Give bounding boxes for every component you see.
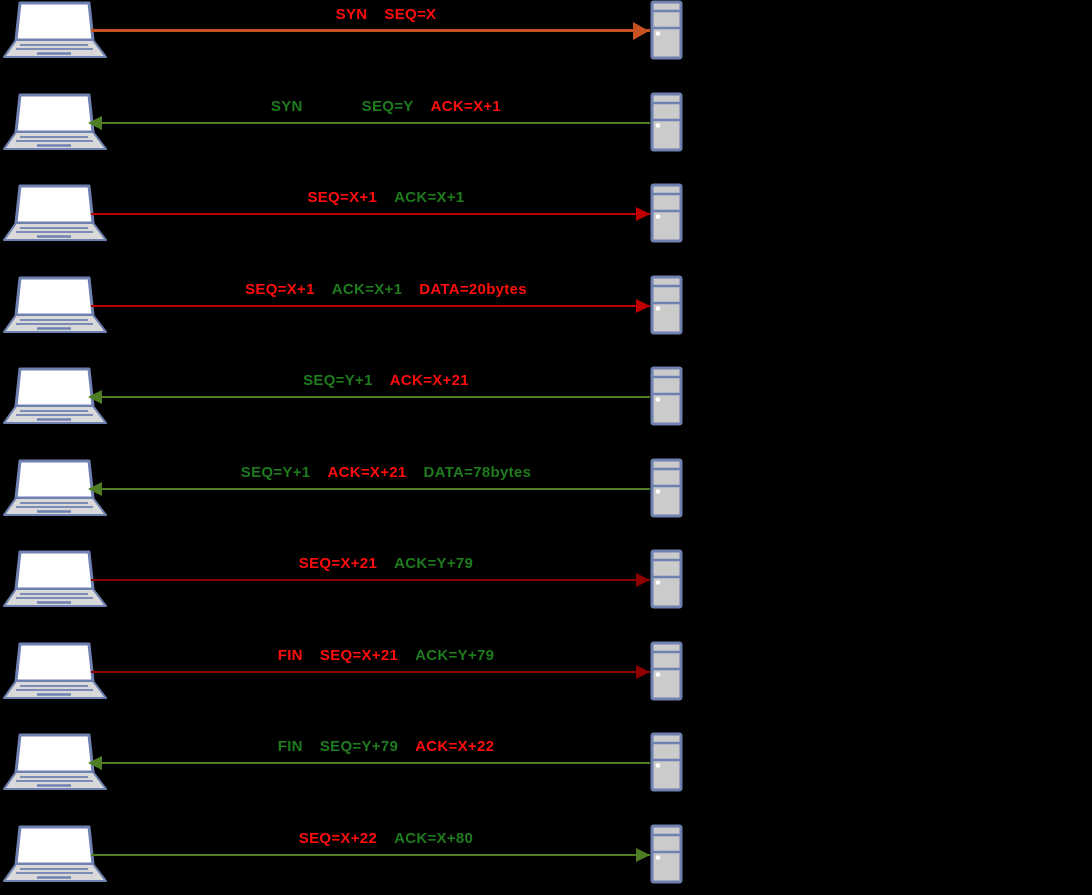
message-token: SEQ=Y+79	[319, 738, 399, 755]
arrowhead-icon	[636, 847, 650, 862]
message-label: SEQ=X+1 ACK=X+1	[116, 189, 656, 206]
tcp-message-row-8: FIN SEQ=X+21 ACK=Y+79	[0, 641, 1092, 703]
server-icon	[650, 732, 683, 792]
server-icon	[650, 549, 683, 609]
message-label: SEQ=X+1 ACK=X+1 DATA=20bytes	[116, 281, 656, 298]
message-token: SEQ=Y	[361, 97, 414, 115]
message-token: SEQ=X+1	[307, 189, 378, 206]
message-token: SEQ=X+21	[298, 555, 378, 572]
message-token: SEQ=Y+1	[240, 463, 311, 481]
arrow-line	[91, 29, 650, 32]
tcp-message-row-7: SEQ=X+21 ACK=Y+79	[0, 549, 1092, 611]
tcp-message-row-2: SYN SEQ=Y ACK=X+1	[0, 92, 1092, 154]
message-label: SYN SEQ=Y ACK=X+1	[116, 98, 656, 115]
arrow-line	[91, 121, 650, 124]
arrow-line	[91, 487, 650, 490]
message-label: SYN SEQ=X	[116, 6, 656, 23]
message-token: DATA=20bytes	[419, 280, 527, 298]
message-token: ACK=X+21	[327, 463, 407, 481]
message-label: SEQ=X+21 ACK=Y+79	[116, 555, 656, 572]
arrowhead-icon	[633, 22, 649, 40]
message-token: ACK=X+1	[394, 189, 465, 206]
arrow-line	[91, 579, 650, 581]
message-token: ACK=X+21	[389, 372, 469, 389]
message-token: FIN	[277, 646, 303, 664]
message-token: SYN	[335, 6, 368, 23]
message-token: SEQ=X+22	[298, 829, 378, 847]
server-icon	[650, 92, 683, 152]
arrow-line	[91, 853, 650, 856]
arrowhead-icon	[636, 298, 650, 313]
message-token: SEQ=X	[384, 6, 437, 23]
tcp-message-row-4: SEQ=X+1 ACK=X+1 DATA=20bytes	[0, 275, 1092, 337]
message-token: SEQ=X+21	[319, 646, 399, 664]
tcp-message-row-9: FIN SEQ=Y+79 ACK=X+22	[0, 732, 1092, 794]
arrow-line	[91, 670, 650, 673]
message-token: ACK=Y+79	[415, 646, 495, 664]
message-token: ACK=X+1	[430, 97, 502, 115]
server-icon	[650, 0, 683, 60]
message-label: FIN SEQ=Y+79 ACK=X+22	[116, 738, 656, 755]
message-label: SEQ=X+22 ACK=X+80	[116, 830, 656, 847]
arrowhead-icon	[88, 390, 102, 404]
tcp-message-row-10: SEQ=X+22 ACK=X+80	[0, 824, 1092, 886]
arrowhead-icon	[636, 207, 650, 221]
arrow-line	[91, 762, 650, 764]
message-token: ACK=X+22	[415, 738, 495, 755]
tcp-message-row-5: SEQ=Y+1 ACK=X+21	[0, 366, 1092, 428]
server-icon	[650, 641, 683, 701]
message-token: ACK=Y+79	[394, 555, 474, 572]
server-icon	[650, 275, 683, 335]
message-token: ACK=X+1	[331, 280, 403, 298]
message-label: SEQ=Y+1 ACK=X+21 DATA=78bytes	[116, 464, 656, 481]
arrow-line	[91, 213, 650, 215]
message-token: SYN	[270, 97, 303, 115]
arrowhead-icon	[636, 573, 650, 587]
arrow-line	[91, 396, 650, 398]
message-token: ACK=X+80	[394, 829, 474, 847]
arrowhead-icon	[88, 481, 102, 496]
tcp-message-row-1: SYN SEQ=X	[0, 0, 1092, 62]
tcp-message-row-6: SEQ=Y+1 ACK=X+21 DATA=78bytes	[0, 458, 1092, 520]
server-icon	[650, 183, 683, 243]
server-icon	[650, 824, 683, 884]
server-icon	[650, 366, 683, 426]
server-icon	[650, 458, 683, 518]
tcp-message-row-3: SEQ=X+1 ACK=X+1	[0, 183, 1092, 245]
arrow-line	[91, 304, 650, 307]
message-token: DATA=78bytes	[423, 463, 532, 481]
arrowhead-icon	[88, 115, 102, 130]
arrowhead-icon	[636, 664, 650, 679]
message-label: FIN SEQ=X+21 ACK=Y+79	[116, 647, 656, 664]
message-token: SEQ=X+1	[245, 280, 315, 298]
arrowhead-icon	[88, 756, 102, 770]
message-label: SEQ=Y+1 ACK=X+21	[116, 372, 656, 389]
message-token: FIN	[277, 738, 303, 755]
message-token: SEQ=Y+1	[303, 372, 373, 389]
